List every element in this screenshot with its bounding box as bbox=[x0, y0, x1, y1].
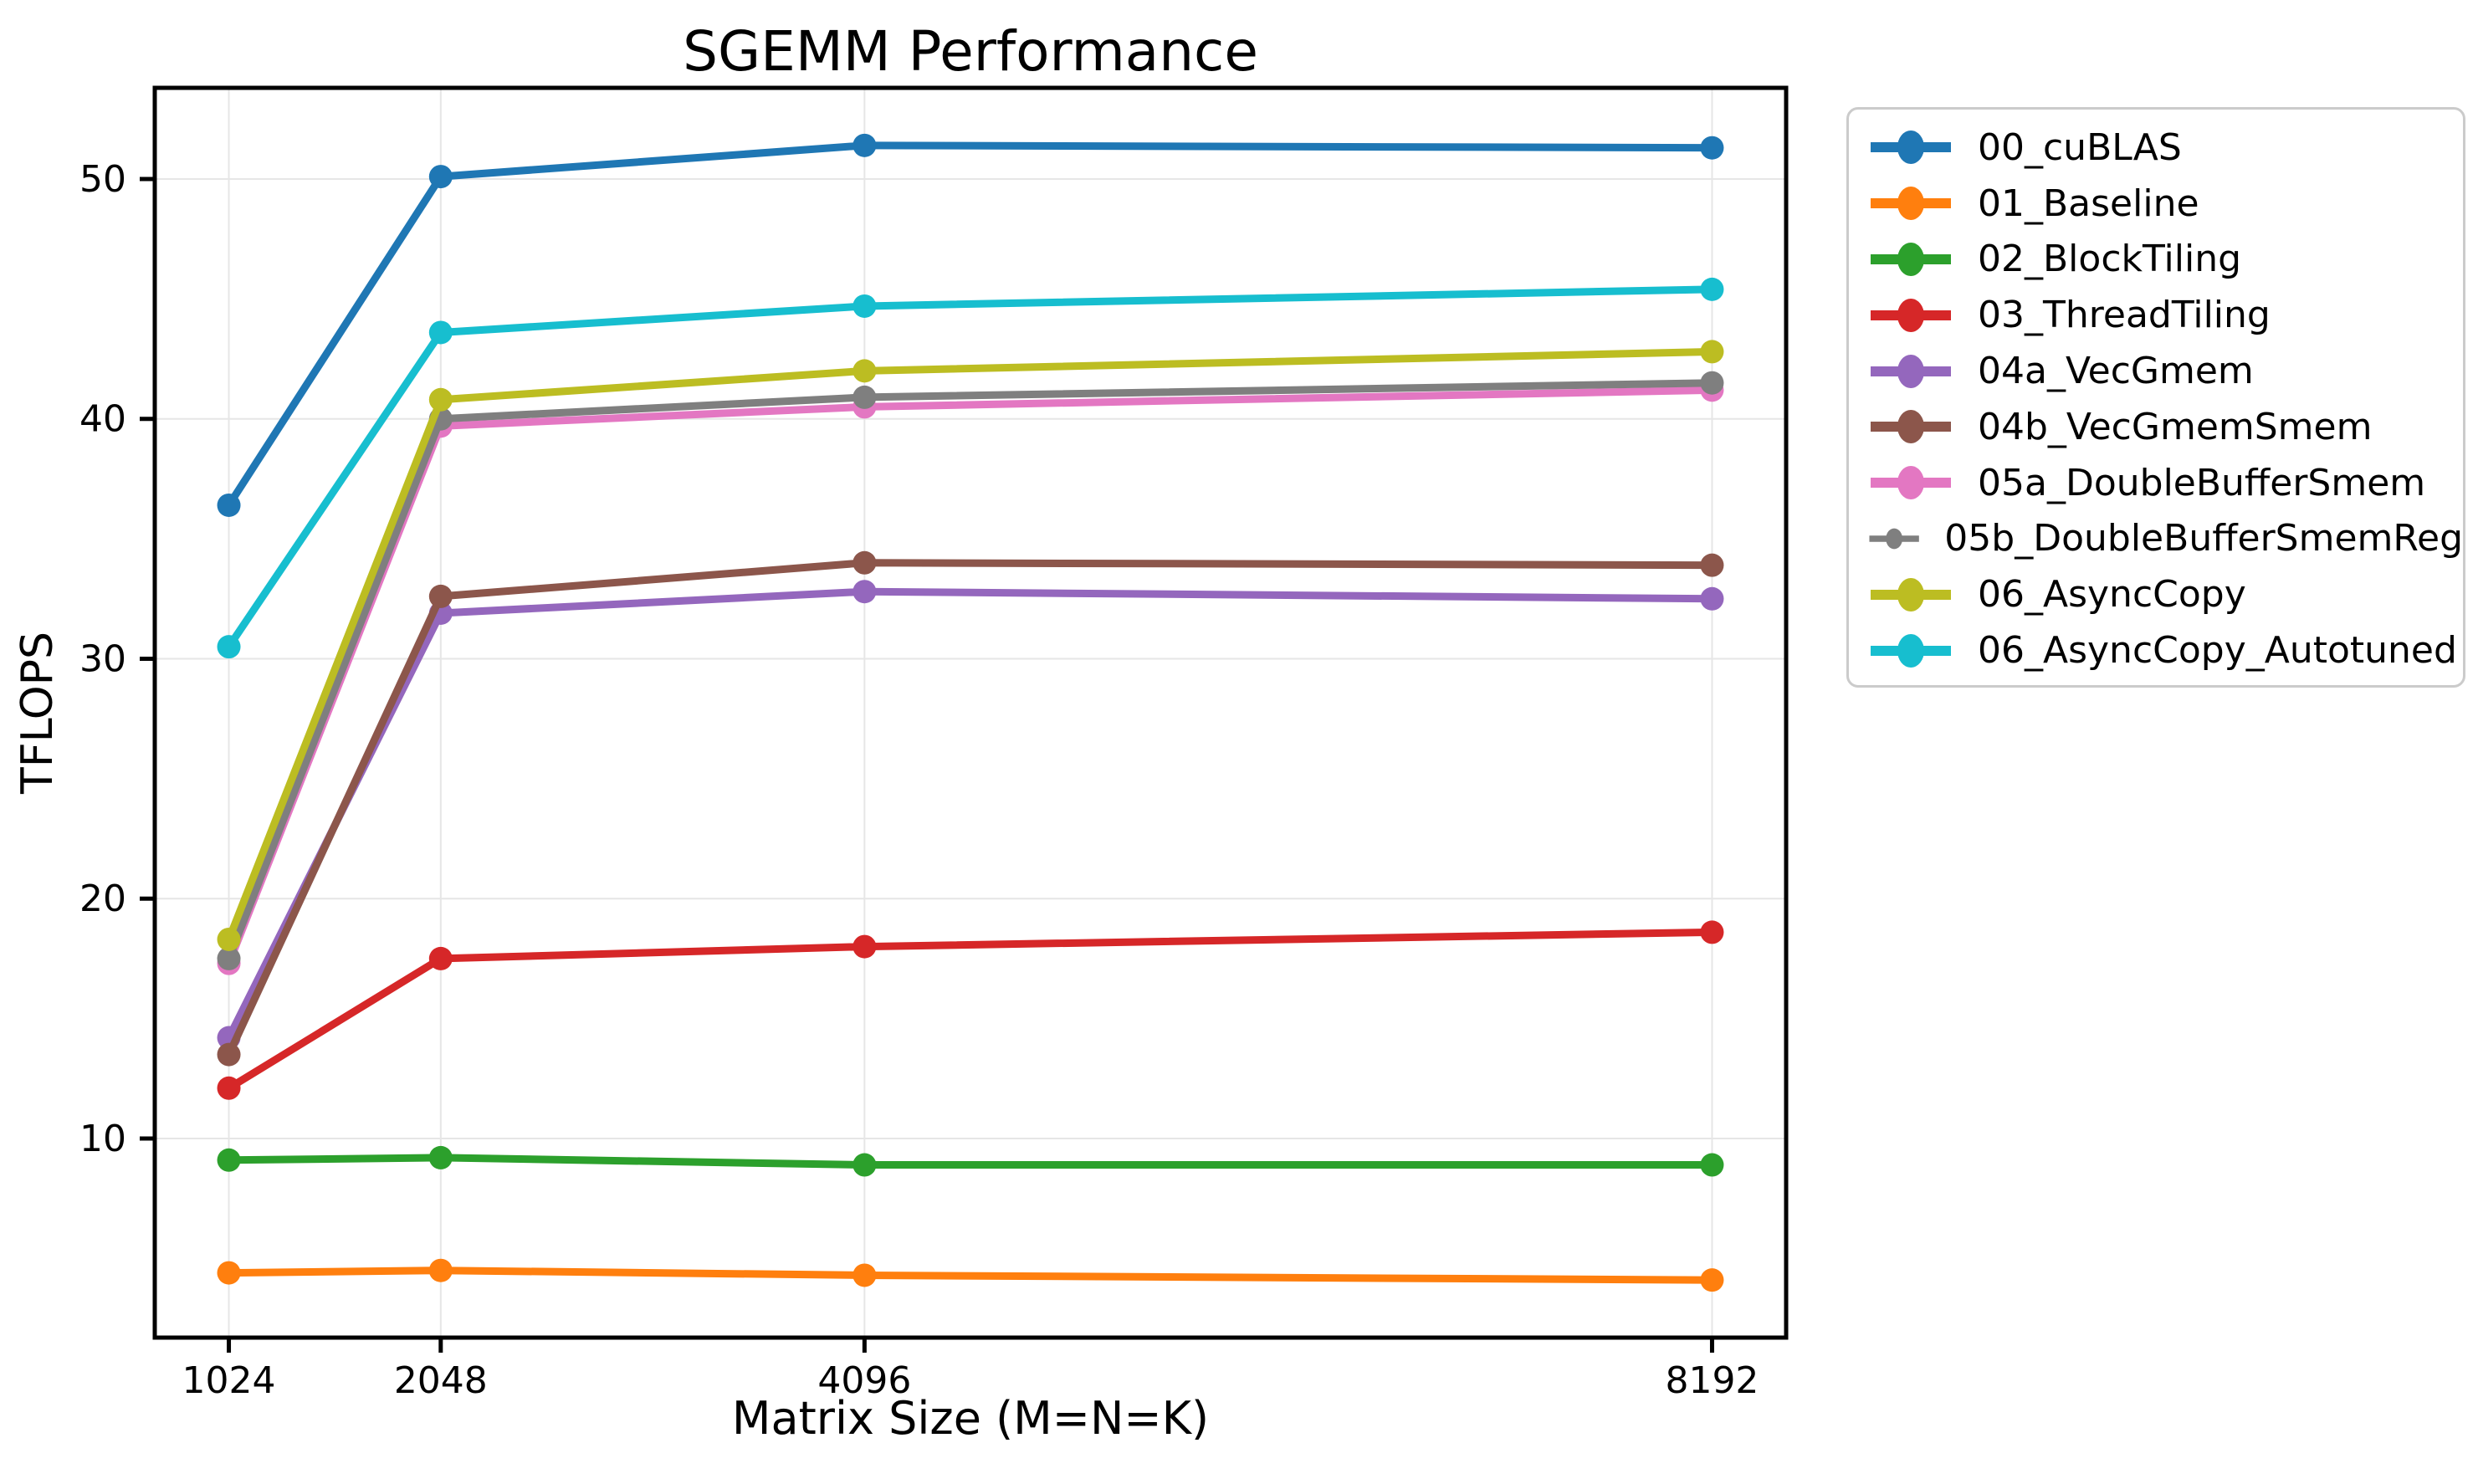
legend-item-06_AsyncCopy_Autotuned: 06_AsyncCopy_Autotuned bbox=[1867, 622, 2463, 678]
legend-label-04b_VecGmemSmem: 04b_VecGmemSmem bbox=[1978, 405, 2373, 448]
series-line-05a_DoubleBufferSmem bbox=[225, 386, 1716, 968]
series-marker-04b_VecGmemSmem-8192 bbox=[1700, 553, 1724, 577]
series-marker-04b_VecGmemSmem-1024 bbox=[217, 1042, 241, 1067]
legend-item-00_cuBLAS: 00_cuBLAS bbox=[1867, 120, 2463, 176]
legend-marker-06_AsyncCopy_Autotuned bbox=[1871, 633, 1951, 668]
series-marker-02_BlockTiling-4096 bbox=[852, 1153, 877, 1177]
series-marker-01_Baseline-2048 bbox=[428, 1258, 453, 1282]
legend-item-04b_VecGmemSmem: 04b_VecGmemSmem bbox=[1867, 399, 2463, 455]
legend-label-00_cuBLAS: 00_cuBLAS bbox=[1978, 125, 2182, 169]
legend-label-06_AsyncCopy: 06_AsyncCopy bbox=[1978, 573, 2246, 617]
series-marker-04b_VecGmemSmem-2048 bbox=[428, 584, 453, 608]
series-marker-00_cuBLAS-1024 bbox=[217, 493, 241, 517]
legend-label-02_BlockTiling: 02_BlockTiling bbox=[1978, 238, 2242, 281]
y-tick-label-30: 30 bbox=[79, 637, 126, 680]
axes-frame bbox=[152, 85, 1789, 1340]
series-marker-00_cuBLAS-8192 bbox=[1700, 136, 1724, 160]
y-tick-label-10: 10 bbox=[79, 1118, 126, 1160]
x-tick-label-2048: 2048 bbox=[394, 1359, 488, 1402]
x-tick-label-8192: 8192 bbox=[1665, 1359, 1759, 1402]
series-marker-05b_DoubleBufferSmemReg-4096 bbox=[852, 385, 877, 409]
legend-item-05a_DoubleBufferSmem: 05a_DoubleBufferSmem bbox=[1867, 455, 2463, 511]
series-marker-01_Baseline-1024 bbox=[217, 1261, 241, 1285]
series-marker-03_ThreadTiling-4096 bbox=[852, 934, 877, 959]
x-tick-label-1024: 1024 bbox=[182, 1359, 276, 1402]
series-marker-03_ThreadTiling-8192 bbox=[1700, 920, 1724, 944]
legend-item-01_Baseline: 01_Baseline bbox=[1867, 176, 2463, 232]
legend-marker-02_BlockTiling bbox=[1871, 242, 1951, 276]
chart-title: SGEMM Performance bbox=[683, 19, 1258, 84]
series-line-06_AsyncCopy_Autotuned bbox=[225, 285, 1716, 651]
series-marker-04a_VecGmem-8192 bbox=[1700, 586, 1724, 611]
x-tick-label-4096: 4096 bbox=[817, 1359, 911, 1402]
series-line-01_Baseline bbox=[225, 1267, 1716, 1284]
series-marker-03_ThreadTiling-1024 bbox=[217, 1076, 241, 1100]
series-line-03_ThreadTiling bbox=[225, 928, 1716, 1093]
series-marker-01_Baseline-4096 bbox=[852, 1263, 877, 1287]
legend-item-03_ThreadTiling: 03_ThreadTiling bbox=[1867, 287, 2463, 343]
legend-label-01_Baseline: 01_Baseline bbox=[1978, 182, 2199, 225]
series-marker-06_AsyncCopy_Autotuned-4096 bbox=[852, 294, 877, 318]
series-marker-00_cuBLAS-2048 bbox=[428, 165, 453, 189]
legend-marker-06_AsyncCopy bbox=[1871, 577, 1951, 612]
series-marker-06_AsyncCopy_Autotuned-2048 bbox=[428, 320, 453, 345]
series-marker-06_AsyncCopy_Autotuned-8192 bbox=[1700, 277, 1724, 301]
series-marker-01_Baseline-8192 bbox=[1700, 1268, 1724, 1292]
series-marker-02_BlockTiling-1024 bbox=[217, 1148, 241, 1172]
series-marker-02_BlockTiling-8192 bbox=[1700, 1153, 1724, 1177]
x-axis-label: Matrix Size (M=N=K) bbox=[731, 1392, 1210, 1445]
series-marker-03_ThreadTiling-2048 bbox=[428, 946, 453, 970]
series-marker-00_cuBLAS-4096 bbox=[852, 133, 877, 157]
legend-marker-05a_DoubleBufferSmem bbox=[1871, 466, 1951, 500]
legend-item-04a_VecGmem: 04a_VecGmem bbox=[1867, 343, 2463, 399]
y-tick-label-20: 20 bbox=[79, 878, 126, 920]
series-marker-05b_DoubleBufferSmemReg-1024 bbox=[217, 946, 241, 970]
y-tick-label-40: 40 bbox=[79, 398, 126, 441]
series-marker-06_AsyncCopy-1024 bbox=[217, 927, 241, 951]
series-marker-04a_VecGmem-4096 bbox=[852, 580, 877, 604]
series-marker-05b_DoubleBufferSmemReg-8192 bbox=[1700, 371, 1724, 395]
y-tick-label-50: 50 bbox=[79, 158, 126, 201]
legend-item-02_BlockTiling: 02_BlockTiling bbox=[1867, 232, 2463, 288]
legend-label-04a_VecGmem: 04a_VecGmem bbox=[1978, 350, 2254, 393]
series-line-00_cuBLAS bbox=[225, 141, 1716, 509]
series-line-06_AsyncCopy bbox=[225, 347, 1716, 944]
series-line-04b_VecGmemSmem bbox=[225, 559, 1716, 1059]
series-marker-06_AsyncCopy-8192 bbox=[1700, 340, 1724, 364]
series-marker-06_AsyncCopy-2048 bbox=[428, 387, 453, 412]
legend-marker-04a_VecGmem bbox=[1871, 354, 1951, 388]
legend-item-06_AsyncCopy: 06_AsyncCopy bbox=[1867, 566, 2463, 622]
legend-label-03_ThreadTiling: 03_ThreadTiling bbox=[1978, 294, 2271, 337]
legend-marker-01_Baseline bbox=[1871, 187, 1951, 221]
legend-label-05a_DoubleBufferSmem: 05a_DoubleBufferSmem bbox=[1978, 461, 2426, 504]
legend-item-05b_DoubleBufferSmemReg: 05b_DoubleBufferSmemReg bbox=[1867, 511, 2463, 567]
series-line-05b_DoubleBufferSmemReg bbox=[225, 379, 1716, 963]
legend-label-05b_DoubleBufferSmemReg: 05b_DoubleBufferSmemReg bbox=[1944, 517, 2463, 560]
series-marker-06_AsyncCopy_Autotuned-1024 bbox=[217, 635, 241, 659]
legend-marker-05b_DoubleBufferSmemReg bbox=[1869, 528, 1919, 550]
series-line-02_BlockTiling bbox=[225, 1154, 1716, 1169]
legend-marker-04b_VecGmemSmem bbox=[1871, 410, 1951, 444]
legend-marker-03_ThreadTiling bbox=[1871, 298, 1951, 332]
series-marker-06_AsyncCopy-4096 bbox=[852, 359, 877, 383]
legend-label-06_AsyncCopy_Autotuned: 06_AsyncCopy_Autotuned bbox=[1978, 629, 2457, 673]
legend: 00_cuBLAS 01_Baseline 02_BlockTiling 03_Thr… bbox=[1846, 107, 2465, 688]
series-marker-02_BlockTiling-2048 bbox=[428, 1145, 453, 1169]
series-marker-04b_VecGmemSmem-4096 bbox=[852, 550, 877, 575]
y-axis-label: TFLOPS bbox=[13, 631, 63, 795]
legend-marker-00_cuBLAS bbox=[1871, 130, 1951, 165]
